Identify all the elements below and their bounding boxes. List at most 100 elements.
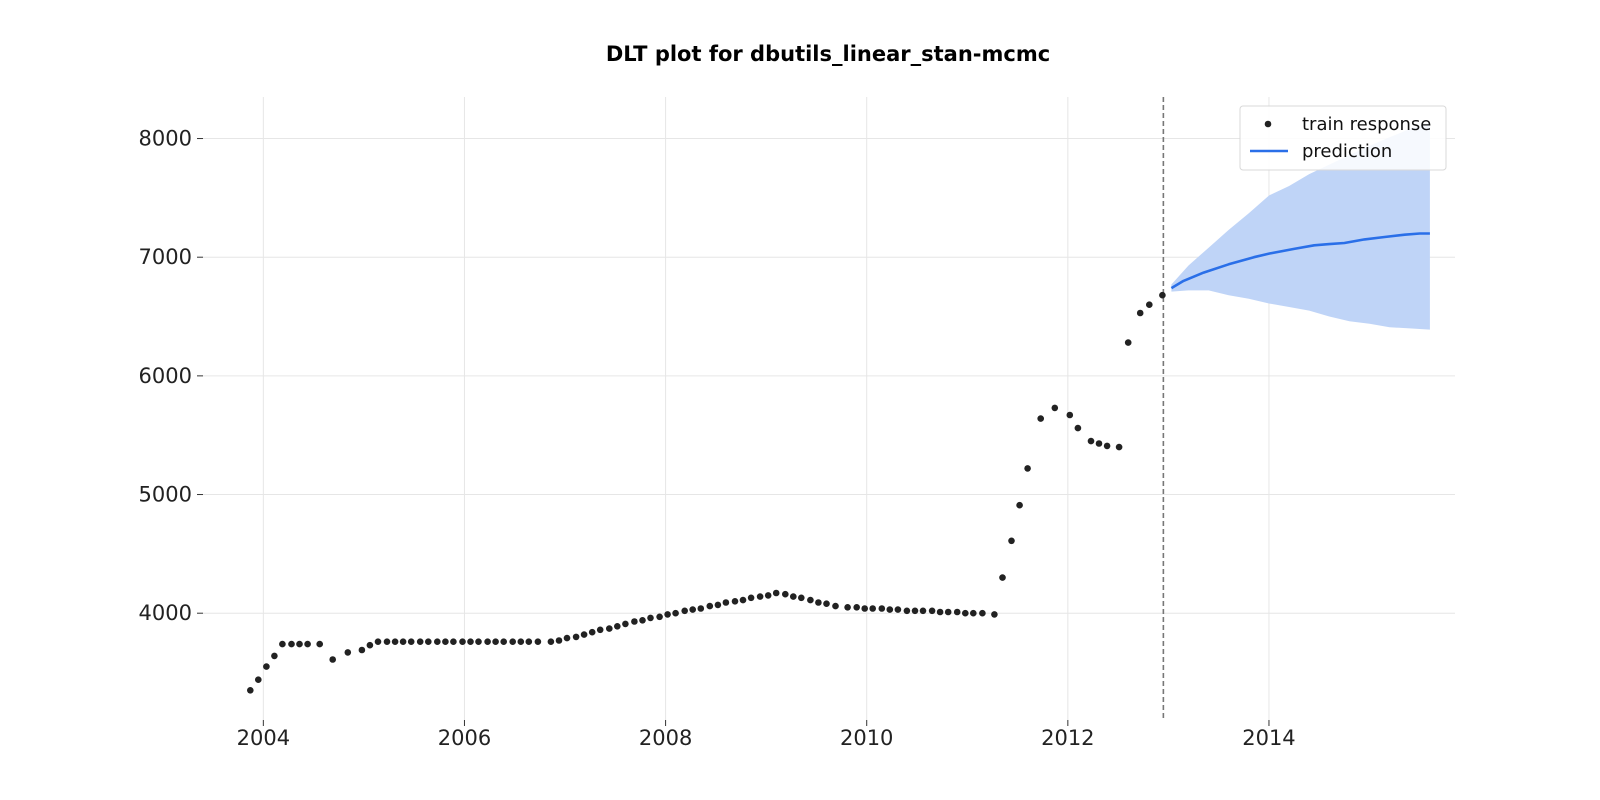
train-response-point bbox=[944, 608, 952, 616]
train-response-point bbox=[467, 638, 474, 645]
train-response-point bbox=[596, 626, 604, 634]
x-tick-label: 2014 bbox=[1242, 726, 1295, 750]
train-response-point bbox=[391, 638, 399, 645]
legend: train response prediction bbox=[1239, 105, 1447, 171]
legend-frame bbox=[1239, 105, 1447, 171]
axes: 2004 2006 2008 2010 2012 2014 4000 5000 6000 7000… bbox=[139, 127, 1296, 750]
train-response-point bbox=[756, 593, 764, 600]
train-response-point bbox=[399, 638, 407, 645]
train-response-point bbox=[656, 613, 663, 621]
train-response-point bbox=[772, 589, 780, 597]
train-response-point bbox=[853, 604, 860, 611]
train-response-point bbox=[878, 605, 886, 612]
train-response-point bbox=[815, 599, 822, 606]
x-tick-label: 2010 bbox=[840, 726, 893, 750]
train-response-points bbox=[247, 291, 1166, 694]
train-response-point bbox=[563, 634, 571, 642]
train-response-point bbox=[329, 656, 337, 663]
train-response-point bbox=[622, 620, 629, 628]
train-response-point bbox=[304, 640, 311, 648]
train-response-point bbox=[928, 607, 936, 615]
train-response-point bbox=[316, 640, 324, 648]
train-response-point bbox=[525, 638, 533, 645]
grid bbox=[203, 97, 1455, 720]
train-response-point bbox=[798, 594, 805, 602]
train-response-point bbox=[894, 606, 902, 613]
train-response-point bbox=[782, 590, 789, 598]
train-response-point bbox=[991, 611, 998, 618]
train-response-point bbox=[999, 574, 1006, 581]
train-response-point bbox=[747, 594, 755, 602]
train-response-point bbox=[790, 593, 797, 600]
train-response-point bbox=[358, 646, 366, 654]
train-response-point bbox=[911, 607, 919, 615]
train-response-point bbox=[869, 605, 876, 612]
train-response-point bbox=[1051, 404, 1059, 412]
train-response-point bbox=[706, 602, 714, 610]
train-response-point bbox=[366, 641, 374, 649]
train-response-point bbox=[722, 599, 730, 606]
train-response-point bbox=[1016, 501, 1023, 509]
train-response-point bbox=[823, 600, 830, 607]
train-response-point bbox=[844, 604, 851, 611]
train-response-point bbox=[936, 608, 944, 616]
train-response-point bbox=[534, 638, 542, 645]
train-response-point bbox=[271, 652, 278, 660]
train-response-point bbox=[247, 687, 254, 694]
train-response-point bbox=[919, 607, 927, 615]
train-response-point bbox=[254, 676, 262, 683]
train-response-point bbox=[1008, 537, 1015, 545]
prediction-interval-band bbox=[1171, 123, 1430, 330]
train-response-point bbox=[1095, 440, 1103, 447]
train-response-point bbox=[374, 638, 382, 645]
train-response-point bbox=[492, 638, 499, 645]
train-response-point bbox=[962, 609, 969, 617]
train-response-point bbox=[442, 638, 449, 645]
train-response-point bbox=[500, 638, 508, 645]
train-response-point bbox=[672, 609, 679, 617]
train-response-point bbox=[1159, 291, 1166, 299]
train-response-point bbox=[606, 625, 613, 632]
y-tick-label: 8000 bbox=[139, 127, 192, 151]
train-response-point bbox=[739, 596, 747, 604]
train-response-point bbox=[509, 638, 516, 645]
train-response-point bbox=[807, 596, 814, 604]
train-response-point bbox=[383, 638, 391, 645]
train-response-point bbox=[1074, 424, 1082, 432]
train-response-point bbox=[425, 638, 432, 645]
train-response-point bbox=[861, 605, 868, 612]
x-tick-label: 2008 bbox=[639, 726, 692, 750]
legend-train-response-marker bbox=[1264, 120, 1272, 128]
x-tick-label: 2012 bbox=[1041, 726, 1094, 750]
train-response-point bbox=[886, 606, 894, 613]
train-response-point bbox=[1037, 415, 1044, 422]
train-response-point bbox=[1024, 465, 1031, 472]
train-response-point bbox=[407, 638, 415, 645]
x-tick-label: 2004 bbox=[237, 726, 290, 750]
train-response-point bbox=[296, 640, 303, 648]
train-response-point bbox=[681, 607, 688, 615]
train-response-point bbox=[263, 663, 270, 670]
train-response-point bbox=[572, 633, 580, 641]
train-response-point bbox=[697, 605, 705, 612]
y-tick-label: 4000 bbox=[139, 601, 192, 625]
prediction-line bbox=[1170, 232, 1430, 290]
train-response-point bbox=[1136, 309, 1144, 317]
train-response-point bbox=[484, 638, 491, 645]
train-response-point bbox=[555, 637, 563, 644]
train-response-point bbox=[1115, 443, 1123, 451]
train-response-point bbox=[1146, 301, 1153, 309]
train-response-point bbox=[639, 617, 646, 624]
legend-prediction-label: prediction bbox=[1302, 141, 1392, 162]
y-tick-label: 5000 bbox=[139, 483, 192, 507]
train-response-point bbox=[689, 606, 696, 613]
train-response-point bbox=[1124, 339, 1132, 346]
train-response-point bbox=[953, 608, 961, 616]
y-tick-label: 7000 bbox=[139, 245, 192, 269]
train-response-point bbox=[459, 638, 466, 645]
prediction-band-area bbox=[1171, 123, 1430, 330]
train-response-point bbox=[475, 638, 482, 645]
train-response-point bbox=[580, 631, 588, 638]
train-response-point bbox=[450, 638, 457, 645]
